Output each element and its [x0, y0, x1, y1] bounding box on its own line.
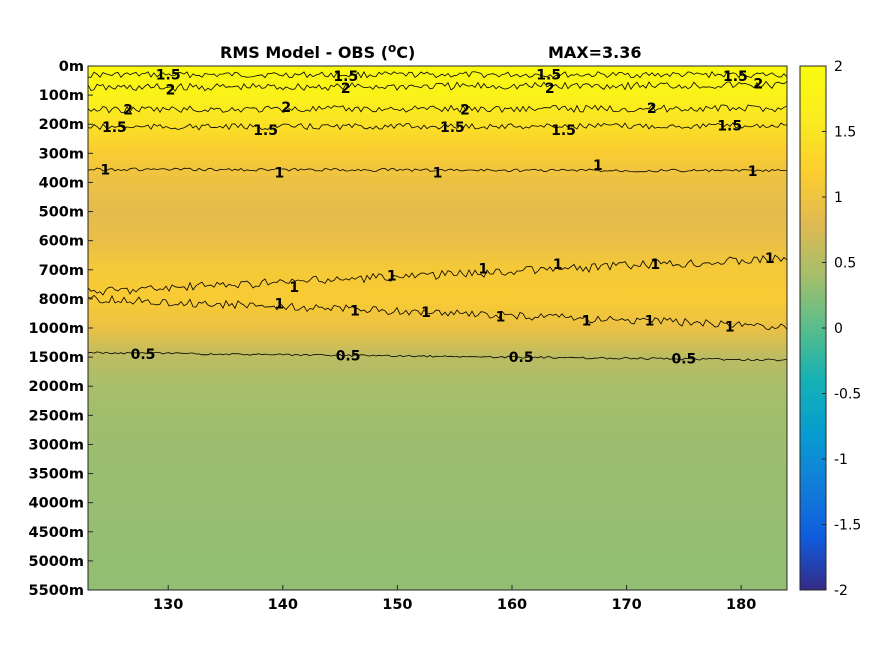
- contour-label: 1.5: [536, 68, 561, 84]
- contour-label: 1.5: [717, 119, 742, 135]
- y-tick-label: 5500m: [29, 583, 84, 599]
- contour-label: 0.5: [336, 349, 361, 365]
- y-tick-label: 100m: [39, 88, 84, 104]
- colorbar-tick-label: -1.5: [834, 518, 861, 534]
- colorbar-ticks: 2 1.5 1 0.5 0 -0.5 -1 -1.5 -2: [822, 59, 861, 599]
- x-tick-label: 160: [497, 597, 527, 613]
- contour-labels: 2 2 2 22 2 2 21.5 1.5 1.5 1.51.5 1.5 1.5 1.5 1.51 1 1 1 1…: [100, 68, 774, 368]
- y-tick-label: 4500m: [29, 525, 84, 541]
- contour-0.5: [88, 351, 787, 362]
- x-tick-label: 140: [268, 597, 298, 613]
- y-tick-label: 4000m: [29, 496, 84, 512]
- contour-label: 1: [748, 164, 758, 180]
- contour-label: 1.5: [102, 120, 127, 136]
- x-axis: 130 140 150 160 170 180: [153, 585, 756, 613]
- y-tick-label: 300m: [39, 146, 84, 162]
- y-tick-label: 1000m: [29, 321, 84, 337]
- contour-label: 1: [387, 269, 397, 285]
- contour-1-lower: [88, 294, 787, 331]
- contour-1.5-upper: [88, 71, 787, 79]
- contour-label: 1.5: [253, 123, 278, 139]
- chart-title: RMS Model - OBS (oC): [220, 41, 415, 62]
- x-tick-label: 150: [382, 597, 412, 613]
- contour-label: 1: [765, 251, 775, 267]
- colorbar-tick-label: 1: [834, 190, 843, 206]
- contour-label: 1: [100, 162, 110, 178]
- y-tick-label: 700m: [39, 263, 84, 279]
- contour-label: 1: [593, 158, 603, 174]
- contour-label: 1: [275, 165, 285, 181]
- contour-label: 2: [166, 82, 176, 98]
- y-tick-label: 3500m: [29, 467, 84, 483]
- colorbar-tick-label: 0: [834, 321, 843, 337]
- contour-1-upper: [88, 167, 787, 173]
- y-tick-label: 3000m: [29, 437, 84, 453]
- contour-2-upper: [88, 80, 787, 92]
- contour-label: 1: [289, 280, 299, 296]
- contour-label: 1: [433, 165, 443, 181]
- colorbar-tick-label: 0.5: [834, 256, 856, 272]
- contour-label: 2: [341, 81, 351, 97]
- colorbar-tick-label: 1.5: [834, 125, 856, 141]
- contour-1-middle: [88, 254, 787, 296]
- contour-label: 1: [275, 296, 285, 312]
- colorbar-tick-label: 2: [834, 59, 843, 75]
- contour-label: 0.5: [509, 350, 534, 366]
- contour-label: 1.5: [156, 68, 181, 84]
- contour-label: 0.5: [671, 352, 696, 368]
- contour-label: 1: [421, 305, 431, 321]
- contour-label: 2: [545, 81, 555, 97]
- y-tick-label: 0m: [59, 59, 84, 75]
- plot-area: 2 2 2 22 2 2 21.5 1.5 1.5 1.51.5 1.5 1.5 1.5 1.51 1 1 1 1…: [87, 65, 788, 591]
- contour-label: 1: [350, 304, 360, 320]
- y-tick-label: 5000m: [29, 554, 84, 570]
- y-tick-label: 600m: [39, 234, 84, 250]
- y-tick-label: 200m: [39, 117, 84, 133]
- max-annotation: MAX=3.36: [548, 43, 642, 62]
- contour-label: 0.5: [131, 347, 156, 363]
- y-tick-label: 2500m: [29, 408, 84, 424]
- y-tick-label: 500m: [39, 205, 84, 221]
- contour-label: 1: [478, 261, 488, 277]
- x-tick-label: 130: [153, 597, 183, 613]
- contour-label: 1: [496, 309, 506, 325]
- contour-label: 2: [281, 100, 291, 116]
- contour-label: 1.5: [723, 69, 748, 85]
- contour-label: 1: [725, 320, 735, 336]
- colorbar-tick-label: -0.5: [834, 387, 861, 403]
- colorbar-tick-label: -2: [834, 583, 848, 599]
- contour-label: 2: [647, 101, 657, 117]
- y-tick-label: 800m: [39, 292, 84, 308]
- y-tick-label: 1500m: [29, 350, 84, 366]
- contour-label: 1: [650, 257, 660, 273]
- contour-2-lower: [88, 104, 787, 114]
- colorbar-scale: [799, 65, 827, 591]
- contour-lines: [88, 71, 787, 362]
- y-tick-label: 400m: [39, 175, 84, 191]
- contour-label: 2: [123, 103, 133, 119]
- contour-label: 1.5: [551, 123, 576, 139]
- contour-label: 1: [582, 314, 592, 330]
- colorbar-tick-label: -1: [834, 452, 848, 468]
- y-axis: 0m 100m 200m 300m 400m 500m 600m 700m 800m 1000m 1…: [29, 59, 93, 599]
- contour-label: 2: [754, 77, 764, 93]
- contour-label: 1.5: [333, 69, 358, 85]
- heatmap-field: [88, 66, 787, 590]
- x-tick-label: 180: [726, 597, 756, 613]
- contour-label: 1: [553, 257, 563, 273]
- x-tick-label: 170: [611, 597, 641, 613]
- contour-label: 2: [460, 103, 470, 119]
- colorbar: 2 1.5 1 0.5 0 -0.5 -1 -1.5 -2: [799, 59, 861, 599]
- contour-label: 1.5: [440, 120, 465, 136]
- contour-label: 1: [645, 314, 655, 330]
- y-tick-label: 2000m: [29, 379, 84, 395]
- contour-1.5-lower: [88, 122, 787, 131]
